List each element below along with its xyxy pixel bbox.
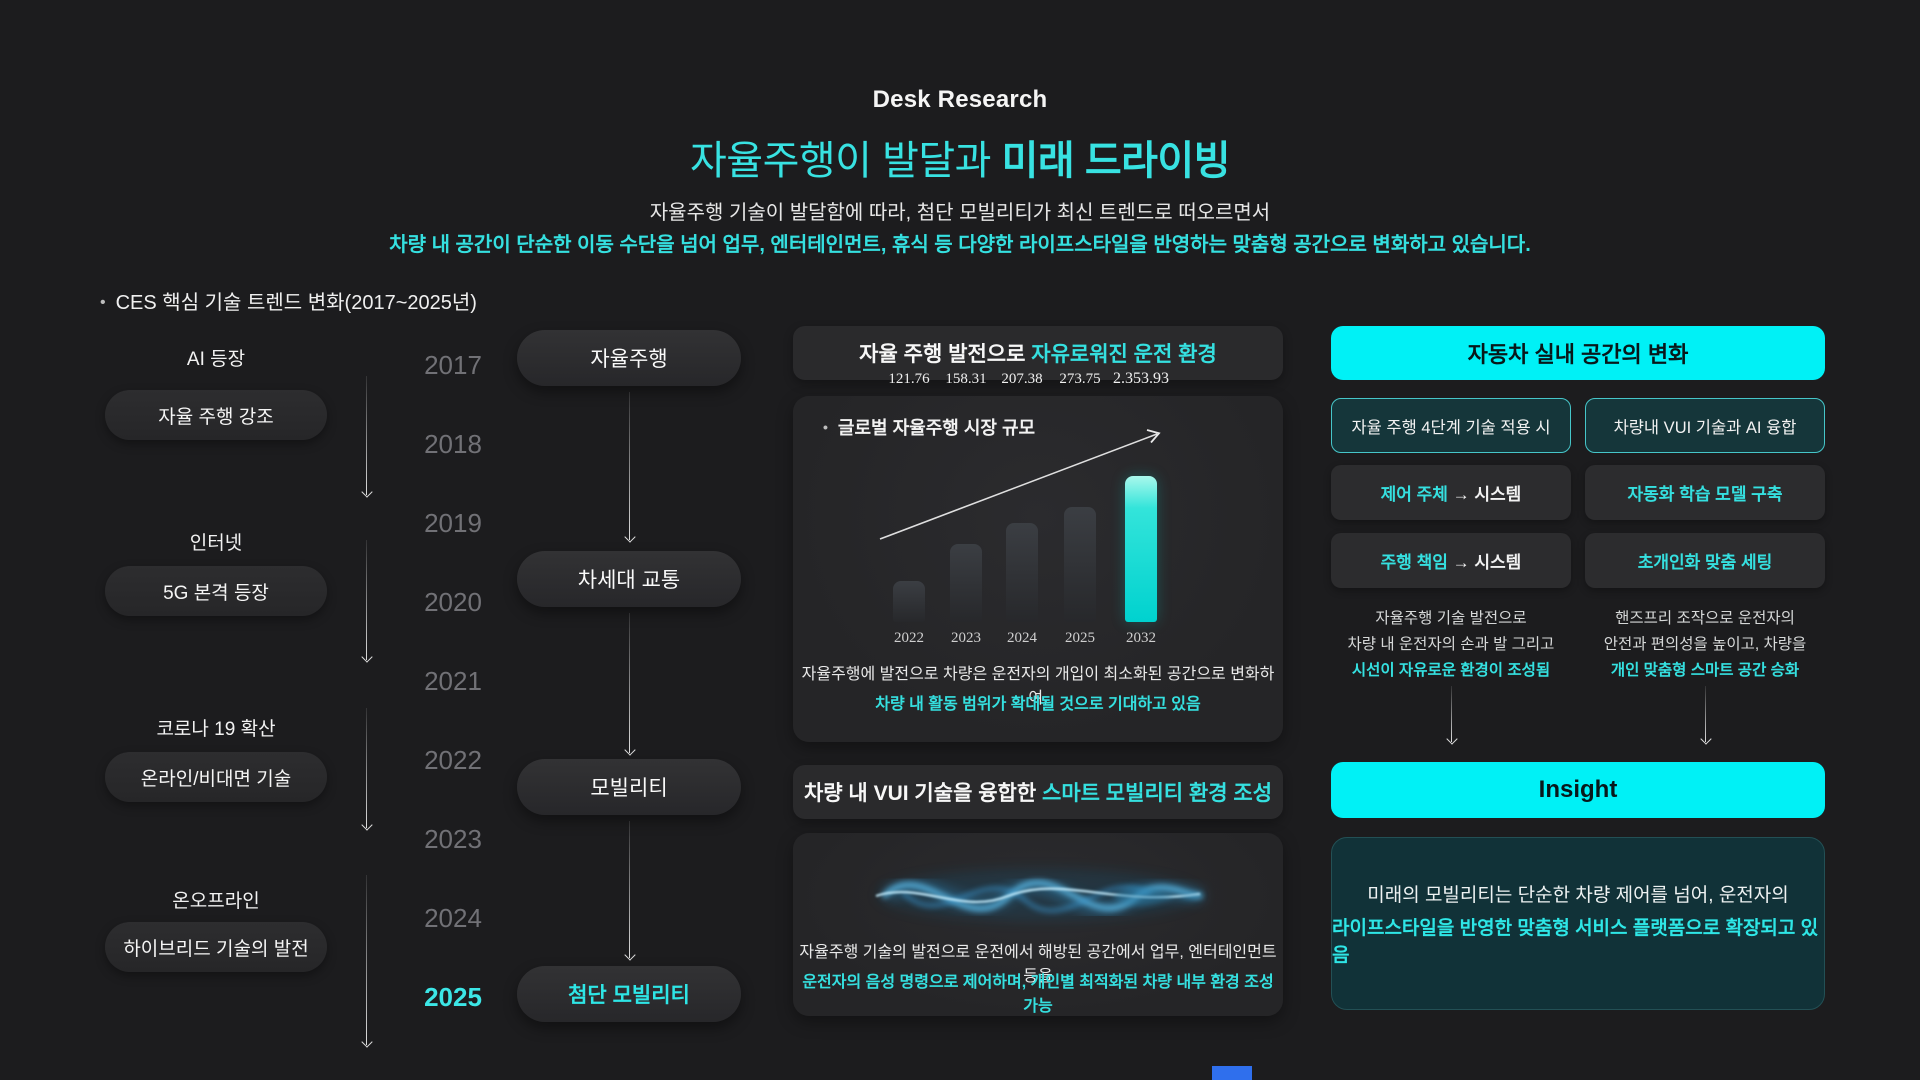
bar-value-label: 158.31 <box>945 371 987 387</box>
insight-line-1: 미래의 모빌리티는 단순한 차량 제어를 넘어, 운전자의 <box>1367 885 1789 906</box>
bar-category-label: 2023 <box>951 630 981 646</box>
chart-bar-group: 207.38 2024 <box>1001 371 1042 646</box>
eyebrow-label: Desk Research <box>872 86 1048 113</box>
right-column-description: 핸즈프리 조작으로 운전자의 안전과 편의성을 높이고, 차량을 개인 맞춤형 … <box>1603 610 1807 679</box>
trend-group-label: 인터넷 <box>189 533 243 554</box>
insight-header: Insight <box>1331 762 1825 818</box>
box-hyper-personalization: 초개인화 맞춤 세팅 <box>1585 533 1825 588</box>
timeline-year: 2018 <box>424 429 482 459</box>
down-arrow-icon <box>1705 686 1706 742</box>
bar-value-label: 2.353.93 <box>1113 370 1169 387</box>
down-arrow-icon <box>629 613 630 753</box>
timeline-year: 2024 <box>424 903 482 933</box>
timeline-year: 2023 <box>424 824 482 854</box>
down-arrow-icon <box>366 875 367 1045</box>
bar-category-label: 2024 <box>1007 630 1037 646</box>
market-chart-card <box>793 396 1283 742</box>
vui-caption-line-1: 자율주행 기술의 발전으로 운전에서 해방된 공간에서 업무, 엔터테인먼트 등… <box>799 944 1277 985</box>
down-arrow-icon <box>366 708 367 828</box>
chart-bar-group-highlight: 2.353.93 2032 <box>1113 370 1169 646</box>
box-automation-model: 자동화 학습 모델 구축 <box>1585 465 1825 520</box>
trend-group-pill: 하이브리드 기술의 발전 <box>105 922 327 972</box>
insight-card: 미래의 모빌리티는 단순한 차량 제어를 넘어, 운전자의 라이프스타일을 반영… <box>1331 837 1825 1010</box>
chart-bar-group: 158.31 2023 <box>945 371 986 646</box>
timeline-pill-highlight: 첨단 모빌리티 <box>517 966 741 1022</box>
trend-group-pill: 자율 주행 강조 <box>105 390 327 440</box>
down-arrow-icon <box>366 376 367 495</box>
timeline-year: 2022 <box>424 745 482 775</box>
market-caption-line-2: 차량 내 활동 범위가 확대될 것으로 기대하고 있음 <box>875 696 1201 713</box>
subtitle-line-2: 차량 내 공간이 단순한 이동 수단을 넘어 업무, 엔터테인먼트, 휴식 등 … <box>389 234 1531 256</box>
right-panel-header: 자동차 실내 공간의 변화 <box>1331 326 1825 380</box>
title-regular: 자율주행이 발달과 <box>689 139 1002 183</box>
market-card-header: 자율 주행 발전으로 자유로워진 운전 환경 <box>793 326 1283 380</box>
subheader-autonomy-level4: 자율 주행 4단계 기술 적용 시 <box>1331 398 1571 453</box>
trend-group-pill: 5G 본격 등장 <box>105 566 327 616</box>
trend-group-pill: 온라인/비대면 기술 <box>105 752 327 802</box>
trend-group-label: 코로나 19 확산 <box>156 719 276 740</box>
bar-value-label: 207.38 <box>1001 371 1043 387</box>
bottom-blue-artifact <box>1212 1066 1252 1080</box>
timeline-year: 2017 <box>424 350 482 380</box>
bar-category-label: 2022 <box>894 630 924 646</box>
vui-caption-line-2: 운전자의 음성 명령으로 제어하며, 개인별 최적화된 차량 내부 환경 조성 … <box>802 974 1274 1015</box>
trend-group-label: 온오프라인 <box>172 891 260 912</box>
trend-group-label: AI 등장 <box>186 349 246 370</box>
bar-category-label: 2032 <box>1126 630 1156 646</box>
chart-bar <box>893 581 925 622</box>
bar-value-label: 121.76 <box>888 371 930 387</box>
chart-title: • 글로벌 자율주행 시장 규모 <box>823 418 1036 438</box>
timeline-pill: 자율주행 <box>517 330 741 386</box>
timeline-pill: 차세대 교통 <box>517 551 741 607</box>
chart-bar-group: 121.76 2022 <box>888 371 929 646</box>
timeline-year: 2020 <box>424 587 482 617</box>
box-driving-responsibility: 주행 책임 → 시스템 <box>1331 533 1571 588</box>
timeline-pill: 모빌리티 <box>517 759 741 815</box>
down-arrow-icon <box>629 392 630 540</box>
section-label: • CES 핵심 기술 트렌드 변화(2017~2025년) <box>100 292 477 314</box>
voice-waveform-image <box>875 869 1204 921</box>
bullet-icon: • <box>823 419 828 435</box>
vui-card-header: 차량 내 VUI 기술을 융합한 스마트 모빌리티 환경 조성 <box>793 765 1283 819</box>
timeline-year: 2019 <box>424 508 482 538</box>
vui-card-body <box>793 833 1283 1016</box>
left-column-description: 자율주행 기술 발전으로 차량 내 운전자의 손과 발 그리고 시선이 자유로운… <box>1347 610 1555 679</box>
down-arrow-icon <box>366 540 367 660</box>
chart-bar <box>1064 507 1096 622</box>
chart-bar-group: 273.75 2025 <box>1059 371 1100 646</box>
timeline-year-highlight: 2025 <box>424 982 482 1012</box>
market-caption-line-1: 자율주행에 발전으로 차량은 운전자의 개입이 최소화된 공간으로 변화하여, <box>801 666 1275 707</box>
title-bold: 미래 드라이빙 <box>1001 139 1231 183</box>
bar-value-label: 273.75 <box>1059 371 1101 387</box>
insight-line-2: 라이프스타일을 반영한 맞춤형 서비스 플랫폼으로 확장되고 있음 <box>1332 918 1819 966</box>
down-arrow-icon <box>1451 686 1452 742</box>
timeline-year: 2021 <box>424 666 482 696</box>
chart-bar <box>1006 523 1038 622</box>
box-control-subject: 제어 주체 → 시스템 <box>1331 465 1571 520</box>
down-arrow-icon <box>629 821 630 958</box>
subtitle-line-1: 자율주행 기술이 발달함에 따라, 첨단 모빌리티가 최신 트렌드로 떠오르면서 <box>649 202 1271 224</box>
chart-bar <box>950 544 982 622</box>
page-title: 자율주행이 발달과 미래 드라이빙 <box>0 128 1920 186</box>
subheader-vui-ai: 차량내 VUI 기술과 AI 융합 <box>1585 398 1825 453</box>
chart-bar-highlight <box>1125 476 1157 622</box>
trend-arrow-icon <box>879 429 1161 540</box>
bar-category-label: 2025 <box>1065 630 1095 646</box>
bullet-icon: • <box>100 294 106 311</box>
